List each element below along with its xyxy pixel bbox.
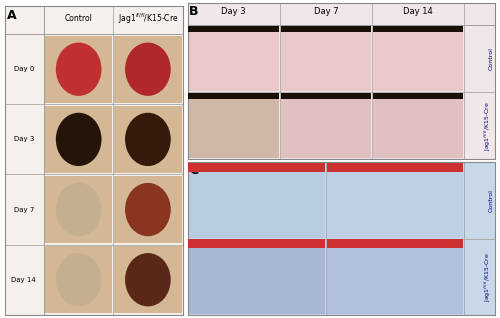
Ellipse shape bbox=[56, 113, 102, 166]
Text: Day 14: Day 14 bbox=[403, 7, 433, 16]
Ellipse shape bbox=[125, 43, 170, 96]
Bar bbox=[327, 239, 464, 314]
Bar bbox=[114, 246, 182, 313]
Bar bbox=[327, 163, 464, 238]
Text: Day 0: Day 0 bbox=[14, 66, 34, 72]
Text: Jag1$^{fl/fl}$/K15-Cre: Jag1$^{fl/fl}$/K15-Cre bbox=[483, 100, 494, 150]
Text: Day 3: Day 3 bbox=[222, 7, 246, 16]
Ellipse shape bbox=[56, 43, 102, 96]
Bar bbox=[188, 163, 325, 238]
Text: Control: Control bbox=[488, 189, 494, 212]
Bar bbox=[373, 93, 464, 99]
Text: Jag1$^{fl/fl}$/K15-Cre: Jag1$^{fl/fl}$/K15-Cre bbox=[483, 252, 494, 302]
Ellipse shape bbox=[125, 253, 170, 307]
Bar bbox=[280, 26, 371, 91]
Bar bbox=[373, 26, 464, 32]
Text: Day 3: Day 3 bbox=[14, 136, 34, 142]
Bar bbox=[114, 36, 182, 103]
Bar bbox=[45, 106, 112, 173]
Bar bbox=[373, 93, 464, 158]
Ellipse shape bbox=[56, 253, 102, 307]
Bar bbox=[114, 106, 182, 173]
Text: A: A bbox=[7, 10, 16, 23]
Bar bbox=[327, 239, 464, 248]
Text: C: C bbox=[189, 164, 198, 177]
Bar bbox=[188, 26, 279, 91]
Bar bbox=[373, 26, 464, 91]
Text: Control: Control bbox=[488, 47, 494, 70]
Bar bbox=[45, 176, 112, 243]
Text: Day 7: Day 7 bbox=[14, 207, 34, 212]
Ellipse shape bbox=[125, 183, 170, 236]
Text: Day 14: Day 14 bbox=[12, 277, 36, 283]
Bar bbox=[188, 93, 279, 99]
Bar bbox=[280, 93, 371, 99]
Bar bbox=[188, 26, 279, 32]
Bar bbox=[188, 93, 279, 158]
Bar bbox=[280, 26, 371, 32]
Ellipse shape bbox=[125, 113, 170, 166]
Bar bbox=[45, 246, 112, 313]
Text: B: B bbox=[189, 5, 198, 18]
Bar bbox=[114, 176, 182, 243]
Text: Jag1$^{fl/fl}$/K15-Cre: Jag1$^{fl/fl}$/K15-Cre bbox=[118, 12, 178, 26]
Text: Control: Control bbox=[64, 14, 92, 23]
Bar bbox=[188, 163, 325, 172]
Bar bbox=[188, 239, 325, 248]
Bar bbox=[45, 36, 112, 103]
Bar bbox=[280, 93, 371, 158]
Bar bbox=[188, 239, 325, 314]
Text: Day 7: Day 7 bbox=[314, 7, 338, 16]
Ellipse shape bbox=[56, 183, 102, 236]
Bar bbox=[327, 163, 464, 172]
